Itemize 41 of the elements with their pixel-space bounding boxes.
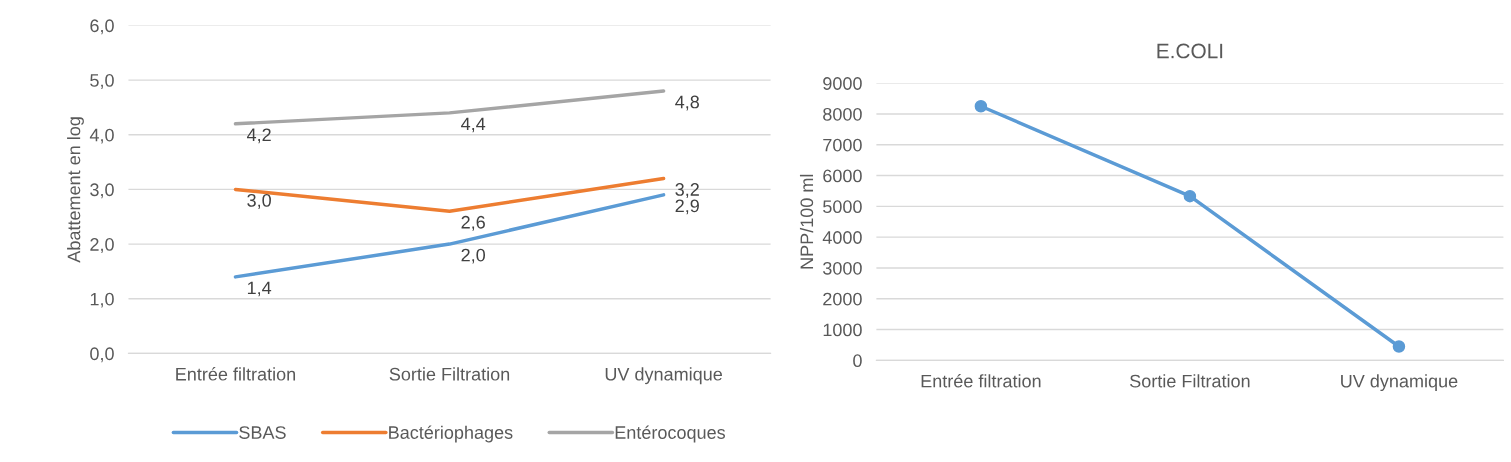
- legend-label: SBAS: [239, 426, 286, 439]
- data-label: 4,2: [246, 128, 271, 144]
- x-tick-label: UV dynamique: [1341, 374, 1458, 392]
- x-tick-label: UV dynamique: [605, 367, 722, 385]
- y-tick-label: 9000: [823, 77, 862, 90]
- data-label: 4,8: [675, 95, 700, 111]
- y-axis-title: NPP/100 ml: [799, 174, 814, 269]
- point: [974, 100, 988, 113]
- y-tick-label: 0,0: [90, 347, 114, 363]
- y-tick-label: 6000: [823, 169, 862, 183]
- y-tick-label: 5,0: [90, 74, 114, 89]
- point: [1392, 340, 1406, 353]
- y-tick-label: 6,0: [90, 19, 114, 35]
- y-tick-label: 2,0: [90, 238, 114, 253]
- x-tick-label: Sortie Filtration: [389, 367, 510, 381]
- legend-label: Entérocoques: [615, 425, 726, 443]
- y-axis-title: Abattement en log: [67, 117, 84, 263]
- y-tick-label: 2000: [823, 292, 862, 306]
- y-tick-label: 7000: [823, 138, 862, 152]
- y-tick-label: 4000: [822, 231, 862, 244]
- data-label: 3,0: [247, 193, 271, 209]
- chart-title: E.COLI: [1157, 43, 1223, 59]
- y-tick-label: 8000: [823, 107, 862, 121]
- data-label: 4,4: [461, 117, 486, 133]
- y-tick-label: 3,0: [90, 183, 114, 199]
- legend-label: Bactériophages: [389, 425, 513, 443]
- data-label: 3,2: [675, 183, 699, 198]
- data-label: 2,0: [461, 248, 486, 264]
- x-tick-label: Entrée filtration: [921, 374, 1041, 388]
- x-tick-label: Sortie Filtration: [1130, 374, 1250, 388]
- y-tick-label: 5000: [823, 200, 862, 214]
- y-tick-label: 0: [853, 354, 862, 368]
- y-tick-label: 1,0: [90, 292, 114, 308]
- x-tick-label: Entrée filtration: [176, 367, 296, 381]
- y-tick-label: 3000: [823, 261, 862, 275]
- y-tick-label: 4,0: [89, 128, 114, 144]
- y-tick-label: 1000: [823, 323, 862, 337]
- point: [1183, 189, 1197, 203]
- data-label: 1,4: [247, 281, 272, 297]
- data-label: 2,6: [461, 215, 485, 231]
- data-label: 2,9: [675, 199, 699, 215]
